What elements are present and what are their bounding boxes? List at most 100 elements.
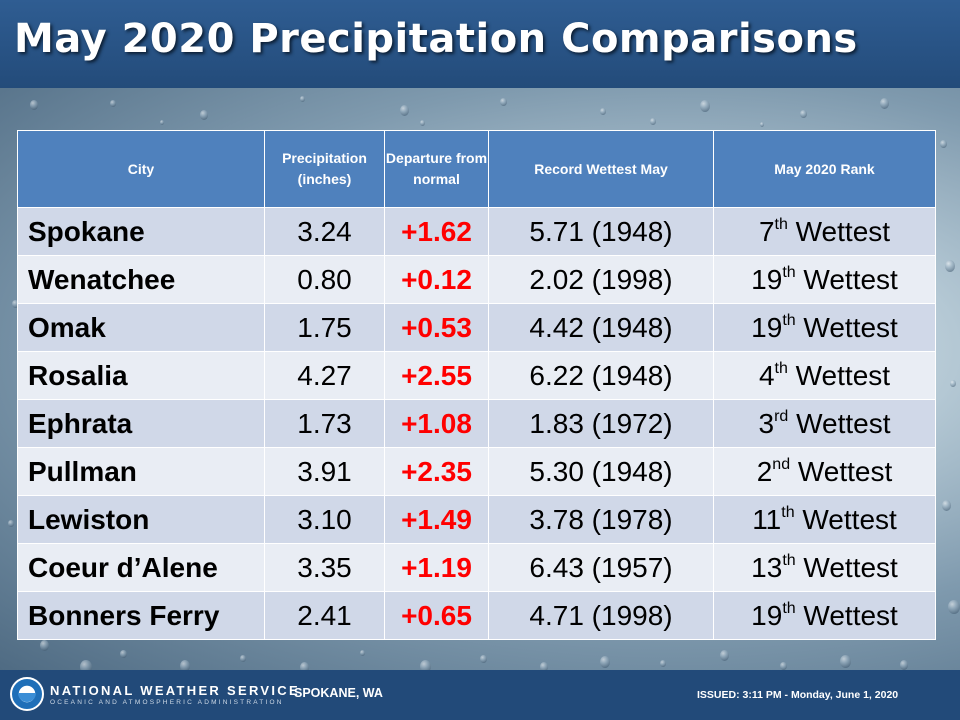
rank-suffix: th bbox=[782, 551, 796, 569]
table-row: Coeur d’Alene 3.35 +1.19 6.43 (1957) 13th We… bbox=[17, 543, 936, 592]
rank-suffix: th bbox=[782, 263, 796, 281]
raindrop bbox=[760, 122, 764, 127]
rank-number: 13 bbox=[751, 551, 783, 583]
rank-word: Wettest bbox=[787, 215, 891, 247]
rank-cell: 19th Wettest bbox=[713, 591, 936, 640]
raindrop bbox=[720, 650, 729, 661]
precipitation-cell: 0.80 bbox=[264, 255, 385, 304]
column-header-record: Record Wettest May bbox=[488, 130, 714, 208]
rank-word: Wettest bbox=[788, 407, 891, 439]
precipitation-cell: 2.41 bbox=[264, 591, 385, 640]
raindrop bbox=[480, 655, 487, 664]
record-cell: 1.83 (1972) bbox=[488, 399, 714, 448]
city-cell: Wenatchee bbox=[17, 255, 265, 304]
table-row: Omak 1.75 +0.53 4.42 (1948) 19th Wettest bbox=[17, 303, 936, 352]
column-header-rank: May 2020 Rank bbox=[713, 130, 936, 208]
raindrop bbox=[420, 660, 431, 674]
table-row: Rosalia 4.27 +2.55 6.22 (1948) 4th Wettest bbox=[17, 351, 936, 400]
table-row: Ephrata 1.73 +1.08 1.83 (1972) 3rd Wettest bbox=[17, 399, 936, 448]
table-row: Pullman 3.91 +2.35 5.30 (1948) 2nd Wettest bbox=[17, 447, 936, 496]
raindrop bbox=[780, 662, 787, 671]
raindrop bbox=[942, 500, 951, 511]
city-cell: Omak bbox=[17, 303, 265, 352]
precipitation-cell: 3.91 bbox=[264, 447, 385, 496]
raindrop bbox=[900, 660, 908, 670]
raindrop bbox=[940, 140, 947, 149]
rank-number: 19 bbox=[751, 263, 783, 295]
precipitation-cell: 3.35 bbox=[264, 543, 385, 592]
city-cell: Pullman bbox=[17, 447, 265, 496]
raindrop bbox=[12, 300, 19, 309]
precipitation-cell: 1.73 bbox=[264, 399, 385, 448]
rank-number: 19 bbox=[751, 311, 783, 343]
raindrop bbox=[945, 260, 955, 272]
departure-cell: +1.49 bbox=[384, 495, 489, 544]
raindrop bbox=[300, 662, 309, 673]
footer-bar bbox=[0, 670, 960, 720]
record-cell: 4.71 (1998) bbox=[488, 591, 714, 640]
raindrop bbox=[110, 100, 116, 108]
rank-word: Wettest bbox=[795, 311, 898, 343]
record-cell: 5.71 (1948) bbox=[488, 207, 714, 256]
departure-cell: +1.08 bbox=[384, 399, 489, 448]
rank-number: 4 bbox=[758, 359, 775, 391]
raindrop bbox=[160, 120, 164, 125]
precipitation-cell: 1.75 bbox=[264, 303, 385, 352]
rank-cell: 7th Wettest bbox=[713, 207, 936, 256]
rank-suffix: th bbox=[774, 215, 788, 233]
rank-word: Wettest bbox=[790, 455, 893, 487]
raindrop bbox=[500, 98, 507, 107]
raindrop bbox=[600, 108, 606, 116]
rank-cell: 19th Wettest bbox=[713, 303, 936, 352]
raindrop bbox=[360, 650, 365, 656]
raindrop bbox=[600, 656, 610, 668]
noaa-logo-icon bbox=[10, 677, 44, 711]
rank-word: Wettest bbox=[795, 551, 898, 583]
city-cell: Ephrata bbox=[17, 399, 265, 448]
raindrop bbox=[30, 100, 38, 110]
table-row: Wenatchee 0.80 +0.12 2.02 (1998) 19th Wettes… bbox=[17, 255, 936, 304]
precipitation-table: City Precipitation (inches) Departure fr… bbox=[17, 130, 936, 640]
raindrop bbox=[700, 100, 710, 112]
title-banner: May 2020 Precipitation Comparisons bbox=[0, 0, 960, 88]
precipitation-cell: 3.10 bbox=[264, 495, 385, 544]
raindrop bbox=[180, 660, 190, 672]
rank-word: Wettest bbox=[795, 263, 898, 295]
record-cell: 6.43 (1957) bbox=[488, 543, 714, 592]
table-header-row: City Precipitation (inches) Departure fr… bbox=[17, 130, 936, 208]
city-cell: Coeur d’Alene bbox=[17, 543, 265, 592]
column-header-precipitation: Precipitation (inches) bbox=[264, 130, 385, 208]
departure-cell: +1.19 bbox=[384, 543, 489, 592]
record-cell: 5.30 (1948) bbox=[488, 447, 714, 496]
raindrop bbox=[240, 655, 246, 663]
rank-cell: 3rd Wettest bbox=[713, 399, 936, 448]
rank-suffix: th bbox=[782, 311, 796, 329]
raindrop bbox=[948, 600, 960, 615]
noaa-name: OCEANIC AND ATMOSPHERIC ADMINISTRATION bbox=[50, 699, 284, 706]
rank-cell: 13th Wettest bbox=[713, 543, 936, 592]
rank-number: 7 bbox=[758, 215, 775, 247]
record-cell: 6.22 (1948) bbox=[488, 351, 714, 400]
raindrop bbox=[950, 380, 956, 388]
rank-cell: 2nd Wettest bbox=[713, 447, 936, 496]
raindrop bbox=[420, 120, 425, 126]
column-header-departure: Departure from normal bbox=[384, 130, 489, 208]
raindrop bbox=[120, 650, 127, 659]
table-body: Spokane 3.24 +1.62 5.71 (1948) 7th Wettest We… bbox=[17, 207, 936, 640]
page-title: May 2020 Precipitation Comparisons bbox=[14, 16, 858, 62]
raindrop bbox=[840, 655, 851, 669]
city-cell: Spokane bbox=[17, 207, 265, 256]
record-cell: 3.78 (1978) bbox=[488, 495, 714, 544]
rank-cell: 11th Wettest bbox=[713, 495, 936, 544]
raindrop bbox=[8, 520, 14, 528]
rank-number: 11 bbox=[752, 503, 782, 535]
departure-cell: +0.12 bbox=[384, 255, 489, 304]
departure-cell: +0.65 bbox=[384, 591, 489, 640]
raindrop bbox=[800, 110, 807, 119]
table-row: Bonners Ferry 2.41 +0.65 4.71 (1998) 19th We… bbox=[17, 591, 936, 640]
departure-cell: +2.55 bbox=[384, 351, 489, 400]
rank-cell: 4th Wettest bbox=[713, 351, 936, 400]
record-cell: 4.42 (1948) bbox=[488, 303, 714, 352]
issued-timestamp: ISSUED: 3:11 PM - Monday, June 1, 2020 bbox=[697, 689, 899, 701]
table-row: Spokane 3.24 +1.62 5.71 (1948) 7th Wettest bbox=[17, 207, 936, 256]
